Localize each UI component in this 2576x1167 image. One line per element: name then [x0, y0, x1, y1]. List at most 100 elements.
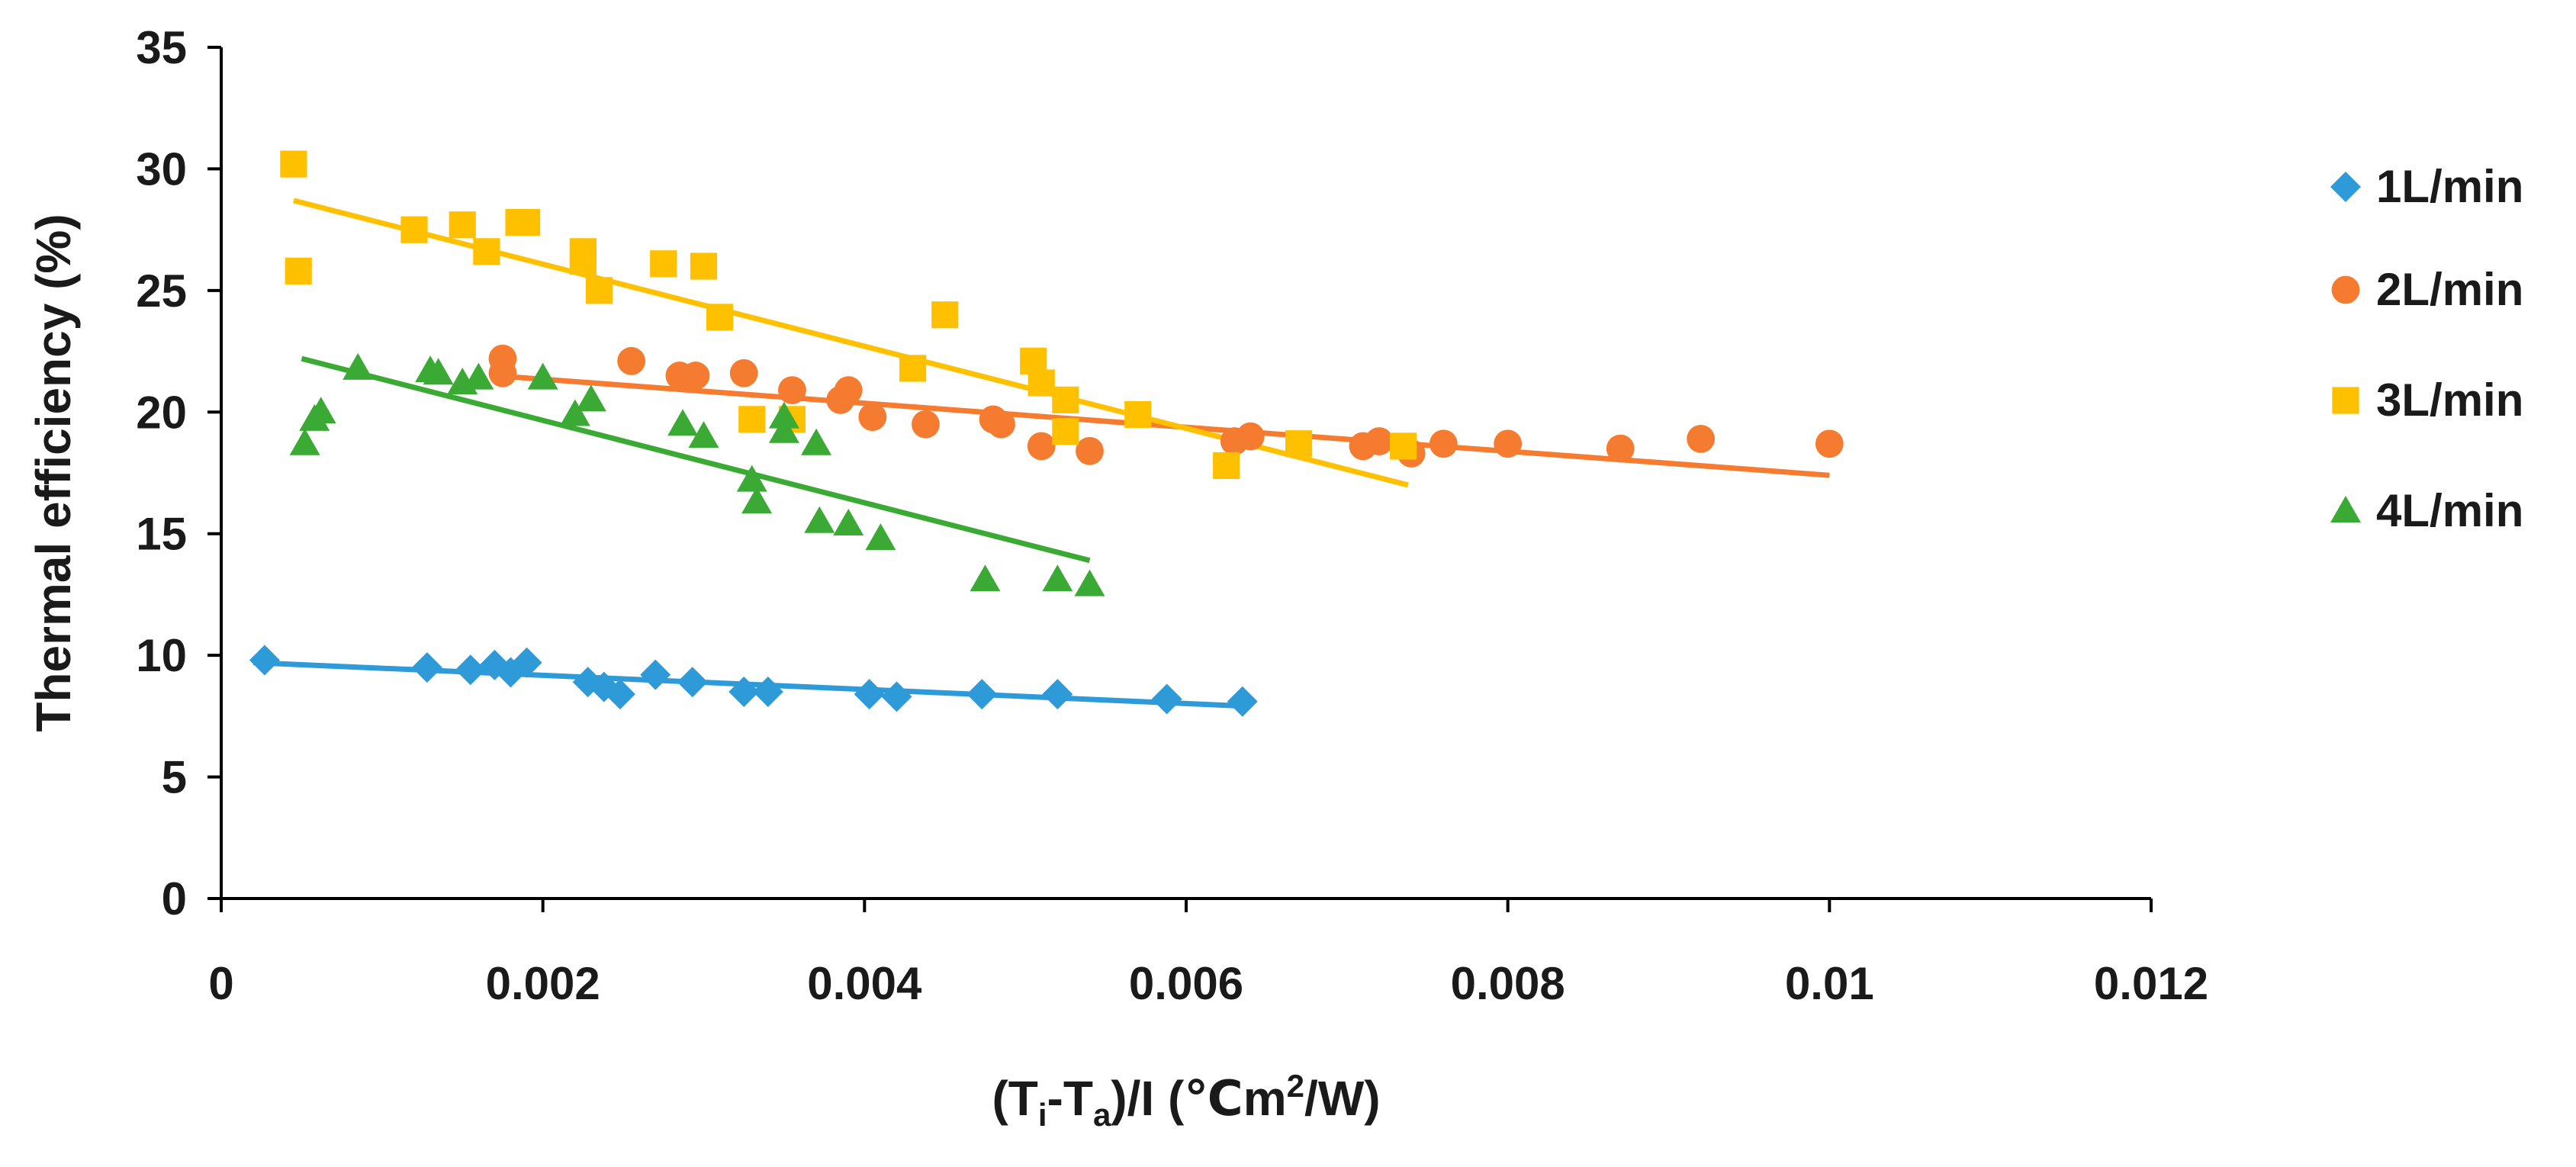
legend-marker-4l-min	[2330, 496, 2361, 522]
y-tick-label: 25	[136, 265, 187, 317]
data-point	[804, 506, 835, 533]
data-point	[559, 399, 590, 426]
y-tick-label: 35	[136, 22, 187, 73]
series-1l-min	[249, 645, 1258, 717]
data-point	[1285, 430, 1313, 458]
data-point	[1074, 569, 1105, 596]
data-point	[1494, 429, 1523, 458]
data-point	[1028, 369, 1055, 397]
x-tick-label: 0.008	[1451, 958, 1565, 1009]
data-point	[768, 401, 799, 429]
y-tick-label: 30	[136, 143, 187, 194]
data-point	[1213, 452, 1240, 480]
data-point	[741, 487, 773, 514]
data-point	[752, 676, 783, 707]
trendline-4l-min	[301, 355, 1091, 564]
data-point	[488, 358, 517, 387]
data-point	[1236, 422, 1265, 451]
x-axis-title: (Ti-Ta)/I (℃m2/W)	[992, 1068, 1380, 1133]
data-point	[1390, 432, 1417, 460]
data-point	[854, 679, 885, 710]
legend-label-2l-min: 2L/min	[2376, 264, 2523, 315]
data-point	[677, 667, 708, 698]
data-point	[858, 403, 887, 432]
data-point	[575, 384, 606, 412]
data-point	[1076, 436, 1104, 465]
data-point	[513, 208, 541, 236]
data-point	[455, 654, 486, 686]
data-point	[1151, 683, 1182, 715]
series-3l-min	[280, 150, 1417, 480]
data-point	[833, 508, 864, 535]
data-point	[280, 150, 307, 178]
legend-marker-3l-min	[2332, 387, 2359, 414]
legend-label-1l-min: 1L/min	[2376, 161, 2523, 212]
legend: 1L/min 2L/min 3L/min 4L/min	[2330, 161, 2523, 536]
trendline-1l-min	[253, 660, 1251, 709]
data-point	[1052, 418, 1079, 445]
trendline-2l-min	[494, 372, 1830, 478]
data-point	[585, 277, 613, 304]
data-point	[729, 358, 758, 387]
data-point	[640, 659, 671, 690]
data-point	[736, 465, 767, 492]
data-point	[1042, 679, 1073, 710]
data-point	[1365, 427, 1394, 455]
y-tick-label: 5	[162, 752, 187, 803]
data-point	[249, 645, 280, 676]
axes	[220, 47, 2151, 900]
series-4l-min	[289, 352, 1105, 596]
data-point	[768, 416, 799, 443]
data-point	[728, 676, 760, 707]
legend-marker-1l-min	[2330, 172, 2361, 202]
data-point	[449, 211, 476, 239]
ticks: 0 5 10 15 20 25 30 35 0 0.002 0.004 0.006 0.008 0.01 0…	[136, 22, 2208, 1009]
data-point	[667, 409, 699, 436]
data-point	[865, 523, 896, 551]
data-point	[527, 362, 558, 390]
legend-label-4l-min: 4L/min	[2376, 485, 2523, 536]
data-point	[285, 257, 312, 285]
data-point	[690, 252, 718, 280]
data-point	[1027, 432, 1056, 461]
y-tick-label: 0	[162, 873, 187, 924]
x-tick-label: 0.006	[1129, 958, 1243, 1009]
y-tick-label: 20	[136, 387, 187, 438]
legend-marker-2l-min	[2331, 275, 2360, 304]
data-point	[1606, 434, 1635, 463]
data-point	[463, 362, 494, 390]
data-point	[1124, 400, 1152, 429]
y-tick-label: 10	[136, 630, 187, 681]
data-point	[706, 304, 734, 331]
x-tick-label: 0.012	[2094, 958, 2208, 1009]
data-point	[423, 358, 454, 385]
data-point	[289, 428, 320, 455]
data-point	[473, 238, 500, 265]
x-tick-label: 0	[208, 958, 233, 1009]
data-point	[604, 679, 635, 710]
y-tick-label: 15	[136, 509, 187, 560]
data-point	[1687, 424, 1716, 453]
data-point	[650, 250, 677, 278]
data-point	[778, 376, 806, 404]
data-point	[343, 352, 374, 380]
data-point	[966, 679, 998, 710]
x-tick-label: 0.01	[1785, 958, 1874, 1009]
data-point	[617, 346, 646, 375]
data-point	[1815, 429, 1844, 458]
data-point	[881, 681, 912, 712]
data-point	[1429, 429, 1458, 458]
legend-label-3l-min: 3L/min	[2376, 375, 2523, 426]
data-point	[511, 647, 542, 678]
data-point	[834, 376, 863, 404]
data-point	[912, 410, 940, 439]
data-point	[681, 362, 710, 390]
x-tick-label: 0.002	[486, 958, 600, 1009]
data-points	[249, 150, 1844, 717]
data-point	[987, 410, 1015, 439]
data-point	[801, 428, 832, 455]
data-point	[305, 397, 336, 424]
data-point	[411, 652, 442, 683]
